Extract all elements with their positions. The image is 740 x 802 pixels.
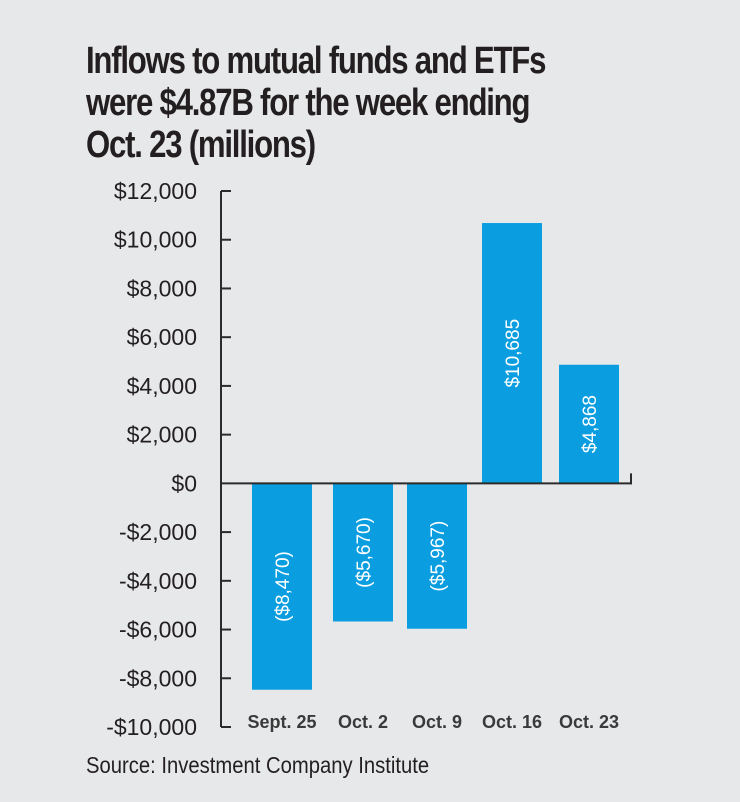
chart-title-line-2: were $4.87B for the week ending — [86, 82, 531, 124]
bar-oct-16 — [482, 223, 542, 484]
bars-group: ($8,470) ($5,670) ($5,967) $10,685 $4,868 — [252, 223, 619, 690]
bar-value-label: ($8,470) — [273, 551, 294, 622]
y-axis: $12,000 $10,000 $8,000 $6,000 $4,000 $2,000 $0… — [106, 178, 231, 740]
y-tick-label: $12,000 — [114, 178, 197, 204]
bar-value-label: ($5,967) — [428, 521, 449, 592]
y-tick-label: -$2,000 — [119, 519, 197, 545]
y-tick-label: -$8,000 — [119, 665, 197, 691]
zero-baseline — [221, 473, 632, 485]
bar-oct-9 — [407, 483, 467, 629]
x-tick-label: Oct. 23 — [559, 712, 619, 732]
y-tick-label: -$10,000 — [106, 714, 197, 740]
bar-oct-23 — [559, 364, 619, 484]
y-tick-label: $6,000 — [127, 324, 197, 350]
x-tick-label: Oct. 9 — [412, 712, 462, 732]
chart-title-line-3: Oct. 23 (millions) — [86, 124, 316, 166]
bar-oct-2 — [333, 483, 393, 622]
bar-sept-25 — [252, 483, 312, 690]
bar-value-label: $4,868 — [580, 395, 601, 453]
chart-title: Inflows to mutual funds and ETFs were $4… — [86, 40, 594, 166]
y-tick-label: $10,000 — [114, 227, 197, 253]
y-tick-label: $0 — [171, 470, 197, 496]
chart-title-line-1: Inflows to mutual funds and ETFs — [86, 40, 546, 82]
x-tick-label: Oct. 2 — [338, 712, 388, 732]
x-tick-label: Oct. 16 — [482, 712, 542, 732]
bar-value-label: $10,685 — [503, 319, 524, 388]
y-tick-label: -$6,000 — [119, 617, 197, 643]
y-tick-label: $2,000 — [127, 422, 197, 448]
x-axis-labels: Sept. 25 Oct. 2 Oct. 9 Oct. 16 Oct. 23 — [247, 712, 619, 732]
y-tick-label: $4,000 — [127, 373, 197, 399]
bar-value-label: ($5,670) — [354, 517, 375, 588]
source-note: Source: Investment Company Institute — [86, 752, 430, 778]
y-tick-label: -$4,000 — [119, 568, 197, 594]
y-tick-label: $8,000 — [127, 275, 197, 301]
x-tick-label: Sept. 25 — [247, 712, 316, 732]
